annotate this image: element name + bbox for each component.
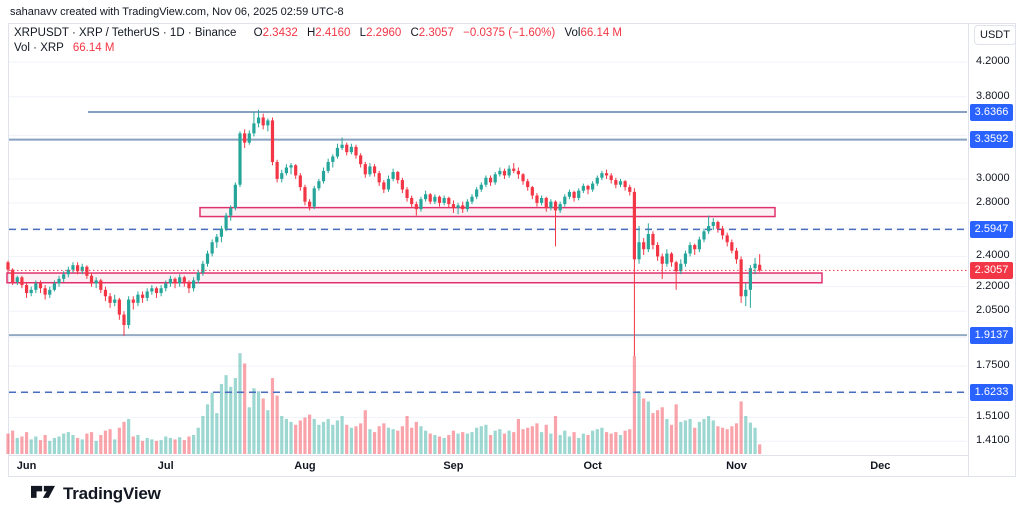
tradingview-logo[interactable]: TradingView (30, 484, 161, 504)
ohlc-high: H2.4160 (306, 27, 351, 39)
price-tick-label: 1.5100 (976, 410, 1010, 423)
price-tick-label: 2.8000 (976, 195, 1010, 208)
time-axis-label: Jul (157, 460, 174, 472)
volume-bars (6, 353, 762, 454)
time-axis[interactable]: Jun Jul Aug Sep Oct Nov Dec (8, 455, 968, 477)
price-tick-label: 1.7500 (976, 359, 1010, 372)
price-range-boxes[interactable] (6, 206, 823, 284)
time-axis-label: Aug (294, 460, 316, 472)
price-badge: 3.6366 (970, 103, 1013, 121)
price-tick-label: 1.4100 (976, 434, 1010, 447)
price-badge: 2.3057 (970, 261, 1013, 279)
price-tick-label: 4.2000 (976, 55, 1010, 67)
candles (6, 109, 762, 357)
price-badge: 1.6233 (970, 383, 1013, 401)
attribution-text: sahanavv created with TradingView.com, N… (10, 6, 344, 18)
ohlc-close: C2.3057 (410, 27, 454, 39)
gridlines (9, 61, 967, 442)
symbol-title: XRPUSDT · XRP / TetherUS · 1D · Binance (14, 27, 237, 39)
time-axis-label: Jun (16, 460, 37, 472)
level-lines[interactable] (9, 111, 967, 394)
time-axis-label: Dec (870, 460, 891, 472)
price-tick-label: 2.4000 (976, 249, 1010, 262)
currency-toggle-button[interactable]: USDT (974, 25, 1016, 45)
volume-inline: Vol66.14 M (564, 27, 623, 39)
price-tick-label: 2.0500 (976, 304, 1010, 317)
price-tick-label: 3.8000 (976, 89, 1010, 102)
volume-series-label: Vol · XRP (14, 42, 64, 54)
tradingview-logo-text: TradingView (63, 484, 161, 503)
time-axis-label: Nov (726, 460, 747, 472)
legend-row-2: Vol · XRP 66.14 M (14, 41, 622, 55)
ohlc-open: O2.3432 (253, 27, 298, 39)
ohlc-low: L2.2960 (359, 27, 402, 39)
tradingview-logo-mark (31, 485, 55, 498)
price-badge: 3.3592 (970, 131, 1013, 149)
volume-series-value: 66.14 M (72, 42, 115, 54)
change-value: −0.0375 (−1.60%) (463, 27, 556, 39)
legend: XRPUSDT · XRP / TetherUS · 1D · Binance … (14, 26, 622, 56)
time-axis-label: Oct (583, 460, 602, 472)
time-axis-label: Sep (443, 460, 464, 472)
widget-border (8, 23, 1016, 477)
price-badge: 1.9137 (970, 326, 1013, 344)
price-axis[interactable]: 4.2000 3.8000 3.0000 2.8000 2.4000 2.2000 2.05… (968, 23, 1016, 455)
legend-row-1: XRPUSDT · XRP / TetherUS · 1D · Binance … (14, 26, 622, 40)
price-tick-label: 3.0000 (976, 171, 1010, 184)
price-tick-label: 2.2000 (976, 279, 1010, 292)
price-badge: 2.5947 (970, 220, 1013, 238)
